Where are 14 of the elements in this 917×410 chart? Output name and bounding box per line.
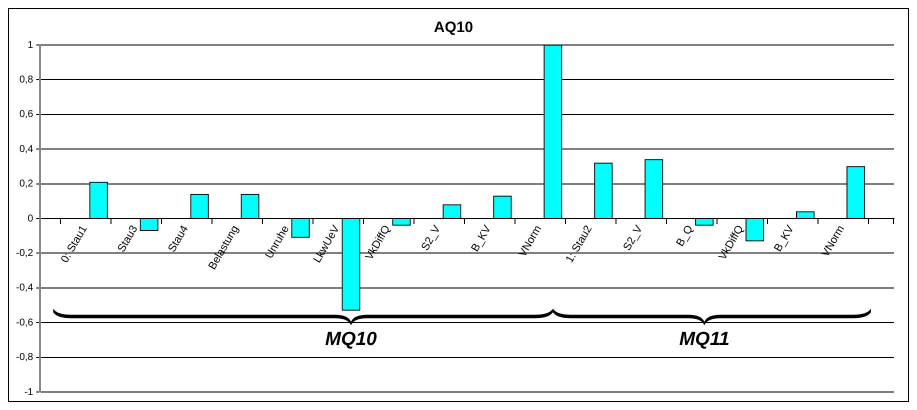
y-tick-label: 0 [28,213,34,224]
y-tick-label: -0,4 [16,282,34,294]
y-tick-label: 0,8 [19,74,34,86]
y-tick-label: -0,6 [16,317,34,328]
y-tick-label: -0,2 [16,248,34,259]
y-tick-label: -0,8 [16,352,34,364]
y-tick-label: 0,4 [19,144,34,155]
y-tick-label: -1 [24,386,34,398]
y-tick-label: 1 [28,40,34,51]
y-tick-label: 0,6 [19,109,34,120]
annotation: MQ10 [325,329,378,350]
annotation: MQ11 [679,329,730,350]
y-tick-label: 0,2 [19,178,34,190]
chart-title: AQ10 [434,19,474,36]
